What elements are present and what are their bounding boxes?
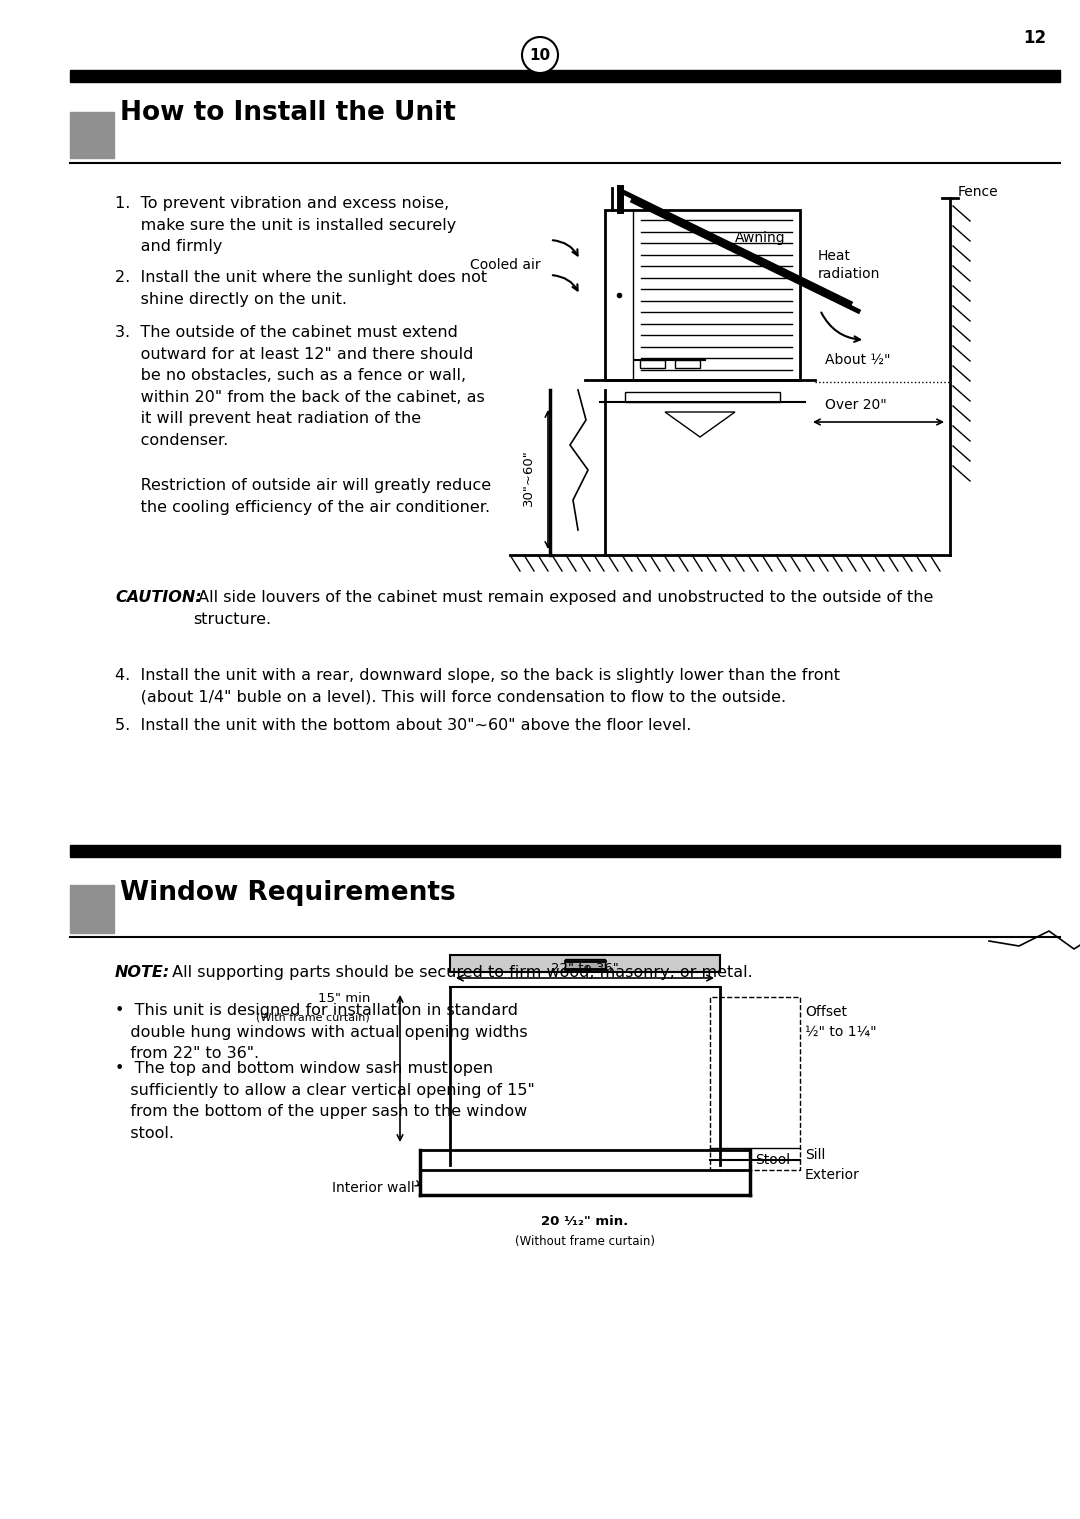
Text: Over 20": Over 20" <box>825 398 887 412</box>
Text: Cooled air: Cooled air <box>470 258 541 272</box>
Text: Window Requirements: Window Requirements <box>120 880 456 905</box>
Text: Stool: Stool <box>755 1153 791 1167</box>
Text: 15" min: 15" min <box>318 992 370 1006</box>
Text: Heat
radiation: Heat radiation <box>818 249 880 281</box>
Text: ½" to 1¼": ½" to 1¼" <box>805 1025 877 1039</box>
Bar <box>710 996 800 1170</box>
Text: NOTE:: NOTE: <box>114 965 171 980</box>
Text: All side louvers of the cabinet must remain exposed and unobstructed to the outs: All side louvers of the cabinet must rem… <box>193 589 933 627</box>
Text: 30"~60": 30"~60" <box>522 450 535 506</box>
Text: Restriction of outside air will greatly reduce
     the cooling efficiency of th: Restriction of outside air will greatly … <box>114 478 491 515</box>
Circle shape <box>522 36 558 73</box>
Text: CAUTION:: CAUTION: <box>114 589 202 605</box>
Text: All supporting parts should be secured to firm wood, masonry, or metal.: All supporting parts should be secured t… <box>167 965 753 980</box>
Text: 20 ¹⁄₁₂" min.: 20 ¹⁄₁₂" min. <box>541 1215 629 1227</box>
Text: Awning: Awning <box>735 231 785 245</box>
Bar <box>450 955 720 972</box>
Bar <box>640 360 665 368</box>
Text: 12: 12 <box>1024 29 1047 47</box>
Bar <box>675 360 700 368</box>
Bar <box>70 70 1059 82</box>
Bar <box>565 958 605 969</box>
Text: (With frame curtain): (With frame curtain) <box>256 1012 370 1022</box>
Text: How to Install the Unit: How to Install the Unit <box>120 100 456 126</box>
Text: Exterior: Exterior <box>805 1168 860 1182</box>
Bar <box>70 112 114 158</box>
Text: 1.  To prevent vibration and excess noise,
     make sure the unit is installed : 1. To prevent vibration and excess noise… <box>114 196 456 254</box>
Polygon shape <box>665 412 735 437</box>
Text: (Without frame curtain): (Without frame curtain) <box>515 1235 654 1249</box>
Text: 4.  Install the unit with a rear, downward slope, so the back is slightly lower : 4. Install the unit with a rear, downwar… <box>114 668 840 705</box>
Text: •  The top and bottom window sash must open
   sufficiently to allow a clear ver: • The top and bottom window sash must op… <box>114 1060 535 1141</box>
Text: Sill: Sill <box>805 1148 825 1162</box>
Text: 10: 10 <box>529 47 551 62</box>
Bar <box>70 845 1059 857</box>
Text: Offset: Offset <box>805 1006 847 1019</box>
Text: About ½": About ½" <box>825 352 891 368</box>
Text: •  This unit is designed for installation in standard
   double hung windows wit: • This unit is designed for installation… <box>114 1003 528 1062</box>
Bar <box>70 886 114 933</box>
Text: 5.  Install the unit with the bottom about 30"~60" above the floor level.: 5. Install the unit with the bottom abou… <box>114 718 691 734</box>
Bar <box>625 392 780 403</box>
Bar <box>605 210 800 380</box>
Text: 22" to 36": 22" to 36" <box>551 962 619 975</box>
Bar <box>420 1150 750 1170</box>
Text: Interior wall: Interior wall <box>333 1180 415 1195</box>
Text: Fence: Fence <box>958 185 999 199</box>
Text: 2.  Install the unit where the sunlight does not
     shine directly on the unit: 2. Install the unit where the sunlight d… <box>114 270 487 307</box>
Text: 3.  The outside of the cabinet must extend
     outward for at least 12" and the: 3. The outside of the cabinet must exten… <box>114 325 485 448</box>
